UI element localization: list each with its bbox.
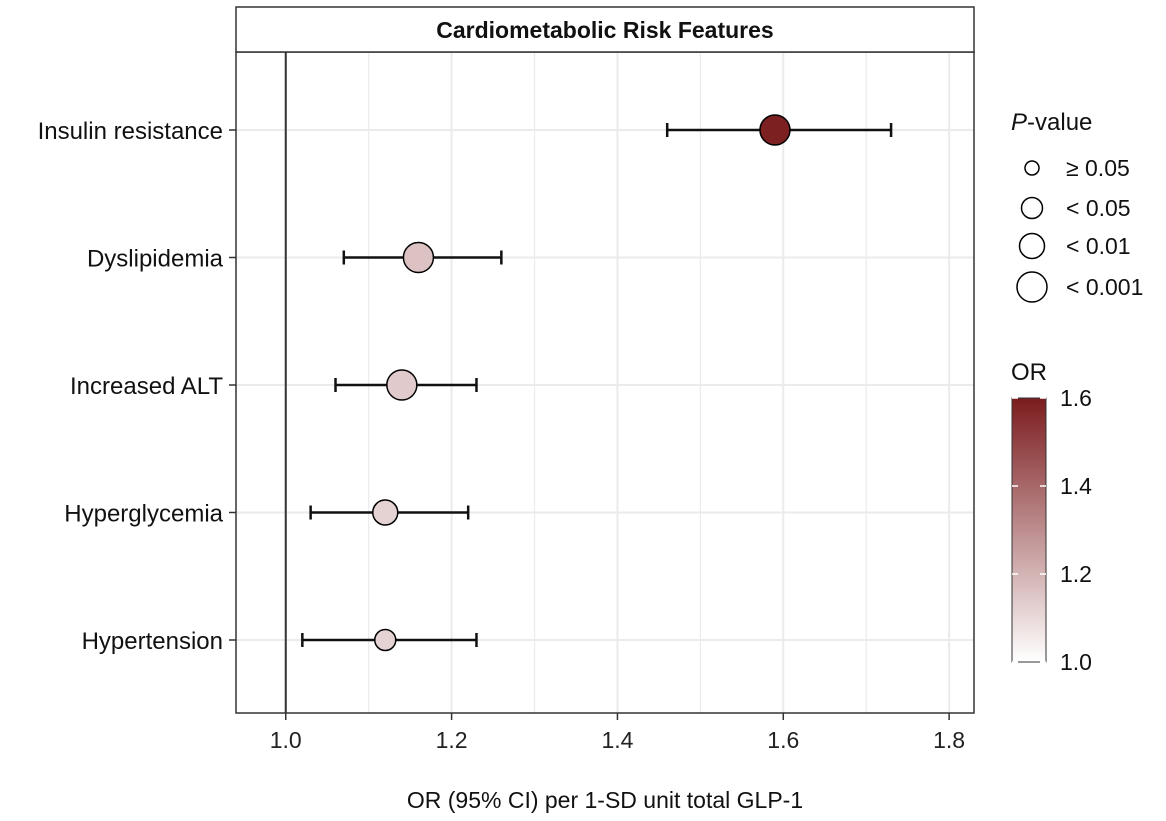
colorbar-tick-label: 1.4	[1060, 473, 1092, 499]
forest-row	[665, 114, 893, 146]
or-color-legend: OR 1.0 1.2 1.4 1.6	[1011, 359, 1092, 675]
size-legend-key	[1016, 271, 1048, 303]
forest-row	[334, 369, 478, 401]
size-legend-label: ≥ 0.05	[1066, 155, 1130, 181]
x-tick-label: 1.4	[601, 727, 633, 753]
or-point	[386, 369, 418, 401]
forest-row	[301, 628, 478, 652]
grid-lines	[236, 52, 974, 713]
size-legend-label: < 0.05	[1066, 195, 1131, 221]
y-tick-label: Increased ALT	[70, 373, 223, 400]
colorbar-tick-label: 1.2	[1060, 561, 1092, 587]
strip-box	[235, 6, 975, 53]
or-point	[402, 241, 435, 274]
y-tick-label: Insulin resistance	[38, 118, 223, 145]
size-legend-label: < 0.001	[1066, 274, 1143, 300]
size-legend-title-italic: P	[1011, 109, 1027, 136]
x-tick-label: 1.6	[767, 727, 799, 753]
x-tick-label: 1.0	[270, 727, 302, 753]
size-legend-title-rest: -value	[1027, 109, 1092, 136]
color-legend-title: OR	[1011, 359, 1047, 386]
y-tick-label: Hypertension	[82, 628, 223, 655]
x-axis-title: OR (95% CI) per 1-SD unit total GLP-1	[407, 787, 803, 813]
data-marks	[301, 114, 893, 652]
x-axis-ticks: 1.0 1.2 1.4 1.6 1.8	[270, 713, 965, 753]
size-legend-key	[1020, 196, 1044, 220]
x-tick-label: 1.2	[436, 727, 468, 753]
x-tick-label: 1.8	[933, 727, 965, 753]
size-legend-title: P-value	[1011, 109, 1092, 136]
size-legend-key	[1018, 232, 1046, 260]
or-point	[374, 628, 397, 652]
forest-row	[309, 499, 470, 526]
panel-border	[235, 51, 975, 714]
forest-row	[342, 241, 503, 274]
or-point	[372, 499, 399, 526]
y-tick-label: Dyslipidemia	[87, 246, 224, 273]
colorbar	[1011, 397, 1047, 663]
size-legend-key	[1024, 160, 1040, 176]
colorbar-tick-label: 1.6	[1060, 385, 1092, 411]
y-axis-labels: Insulin resistance Dyslipidemia Increased …	[38, 118, 236, 655]
y-tick-label: Hyperglycemia	[64, 501, 223, 528]
chart-title: Cardiometabolic Risk Features	[436, 17, 773, 43]
colorbar-tick-label: 1.0	[1060, 649, 1092, 675]
pvalue-size-legend: P-value ≥ 0.05 < 0.05 < 0.01 < 0.001	[1011, 109, 1143, 303]
or-point	[759, 114, 791, 146]
size-legend-label: < 0.01	[1066, 233, 1131, 259]
